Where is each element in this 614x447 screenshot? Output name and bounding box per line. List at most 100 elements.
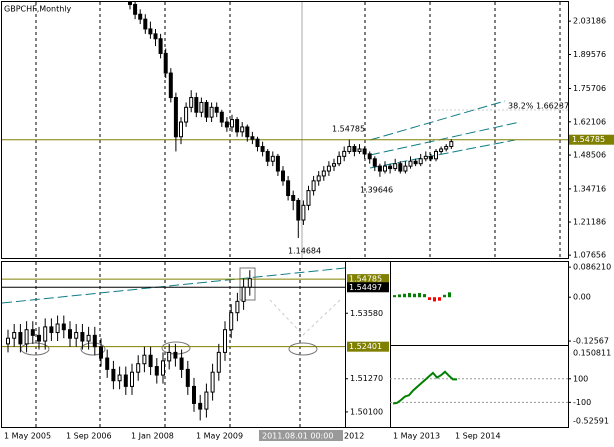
candle-body bbox=[133, 3, 138, 15]
candle-body bbox=[154, 366, 159, 376]
x-tick-label: 2012 bbox=[344, 432, 364, 441]
x-tick-label: 1 May 2013 bbox=[393, 432, 440, 441]
level-tag-label: 1.52401 bbox=[349, 342, 382, 351]
candle-body bbox=[332, 163, 336, 167]
candle-body bbox=[184, 106, 189, 123]
candle-body bbox=[185, 368, 190, 387]
y-tick-label: 100 bbox=[573, 374, 588, 383]
candle-body bbox=[49, 326, 54, 334]
level-tag bbox=[347, 282, 389, 293]
candles bbox=[128, 2, 454, 238]
candle-body bbox=[105, 357, 110, 370]
candle-body bbox=[148, 28, 153, 35]
candle-body bbox=[219, 111, 224, 123]
candle-body bbox=[326, 165, 331, 172]
candle-body bbox=[241, 286, 246, 302]
candle-body bbox=[142, 354, 147, 365]
candle-body bbox=[444, 146, 449, 150]
main-frame bbox=[1, 1, 569, 259]
candle-body bbox=[383, 165, 387, 172]
symbol-title: GBPCHF,Monthly bbox=[4, 5, 72, 14]
high-label: 1.54785 bbox=[332, 125, 365, 134]
candle-body bbox=[301, 204, 306, 221]
candle-body bbox=[168, 72, 173, 99]
y-tick-label: 1.53580 bbox=[350, 309, 383, 318]
candle-body bbox=[418, 158, 423, 165]
candle-body bbox=[92, 334, 97, 348]
candle-body bbox=[352, 146, 357, 152]
candle-body bbox=[377, 165, 382, 172]
candle-body bbox=[245, 126, 250, 138]
candle-body bbox=[86, 334, 91, 342]
grid bbox=[35, 2, 561, 427]
candle-body bbox=[223, 329, 227, 353]
candle-body bbox=[260, 146, 265, 152]
y-tick-label: 1.62106 bbox=[573, 117, 606, 126]
candle-body bbox=[153, 33, 158, 40]
candle-body bbox=[342, 150, 347, 157]
candle-body bbox=[449, 141, 454, 148]
candle-body bbox=[12, 332, 17, 339]
y-tick-label: 2.03186 bbox=[573, 17, 606, 26]
y-tick-label: 1.48506 bbox=[573, 151, 606, 160]
candle-body bbox=[240, 126, 245, 133]
candle-body bbox=[235, 119, 240, 133]
candle-body bbox=[128, 2, 132, 5]
histogram-bar bbox=[418, 293, 421, 298]
candle-body bbox=[362, 148, 367, 155]
candle-body bbox=[372, 158, 377, 167]
candle-body bbox=[68, 329, 72, 339]
candle-body bbox=[148, 354, 153, 368]
crosshair-tag bbox=[259, 430, 343, 441]
y-tick-label: -100 bbox=[573, 398, 591, 407]
candle-body bbox=[163, 52, 168, 74]
candles bbox=[6, 270, 252, 421]
candle-body bbox=[209, 106, 214, 118]
candle-body bbox=[229, 312, 234, 331]
candle-body bbox=[413, 160, 418, 165]
histogram-bar bbox=[413, 293, 416, 298]
histogram-bar bbox=[443, 294, 446, 298]
y-tick-label: 1.51270 bbox=[350, 374, 383, 383]
level-tag-label: 1.54785 bbox=[349, 275, 382, 284]
candle-body bbox=[111, 368, 116, 382]
candle-body bbox=[337, 155, 342, 165]
candle-body bbox=[167, 351, 172, 362]
candle-body bbox=[198, 402, 203, 410]
candle-body bbox=[173, 351, 178, 359]
candle-body bbox=[179, 357, 184, 370]
candle-body bbox=[199, 101, 204, 113]
candle-body bbox=[192, 385, 196, 404]
candle-body bbox=[230, 119, 234, 128]
candle-body bbox=[291, 195, 296, 201]
candle-body bbox=[143, 18, 148, 30]
x-tick-label: 1 Jan 2008 bbox=[131, 432, 174, 441]
price-tag-label: 1.54785 bbox=[572, 135, 605, 144]
candle-body bbox=[99, 346, 103, 359]
candle-body bbox=[130, 371, 134, 387]
histogram-bar bbox=[403, 293, 406, 298]
histogram-bar bbox=[398, 294, 401, 298]
x-tick-label: 1 May 2009 bbox=[196, 432, 243, 441]
y-tick-label: 1.07656 bbox=[573, 251, 606, 260]
candle-body bbox=[275, 155, 280, 172]
candle-body bbox=[247, 278, 252, 288]
candle-body bbox=[204, 101, 209, 118]
x-tick-label: 1 May 2005 bbox=[4, 432, 51, 441]
price-tag bbox=[569, 134, 614, 145]
y-tick-label: 1.34716 bbox=[573, 184, 606, 193]
candle-body bbox=[138, 13, 143, 20]
histogram-bar bbox=[408, 293, 411, 298]
candle-body bbox=[347, 146, 352, 152]
candle-body bbox=[37, 334, 41, 342]
candle-body bbox=[18, 332, 23, 345]
level-tag-label: 1.54497 bbox=[349, 283, 382, 292]
candle-body bbox=[255, 138, 260, 148]
candle-body bbox=[306, 190, 311, 206]
candle-body bbox=[61, 323, 66, 331]
candle-body bbox=[189, 97, 194, 108]
candle-body bbox=[55, 323, 60, 334]
histogram-bar bbox=[448, 292, 451, 298]
candle-body bbox=[204, 391, 209, 410]
